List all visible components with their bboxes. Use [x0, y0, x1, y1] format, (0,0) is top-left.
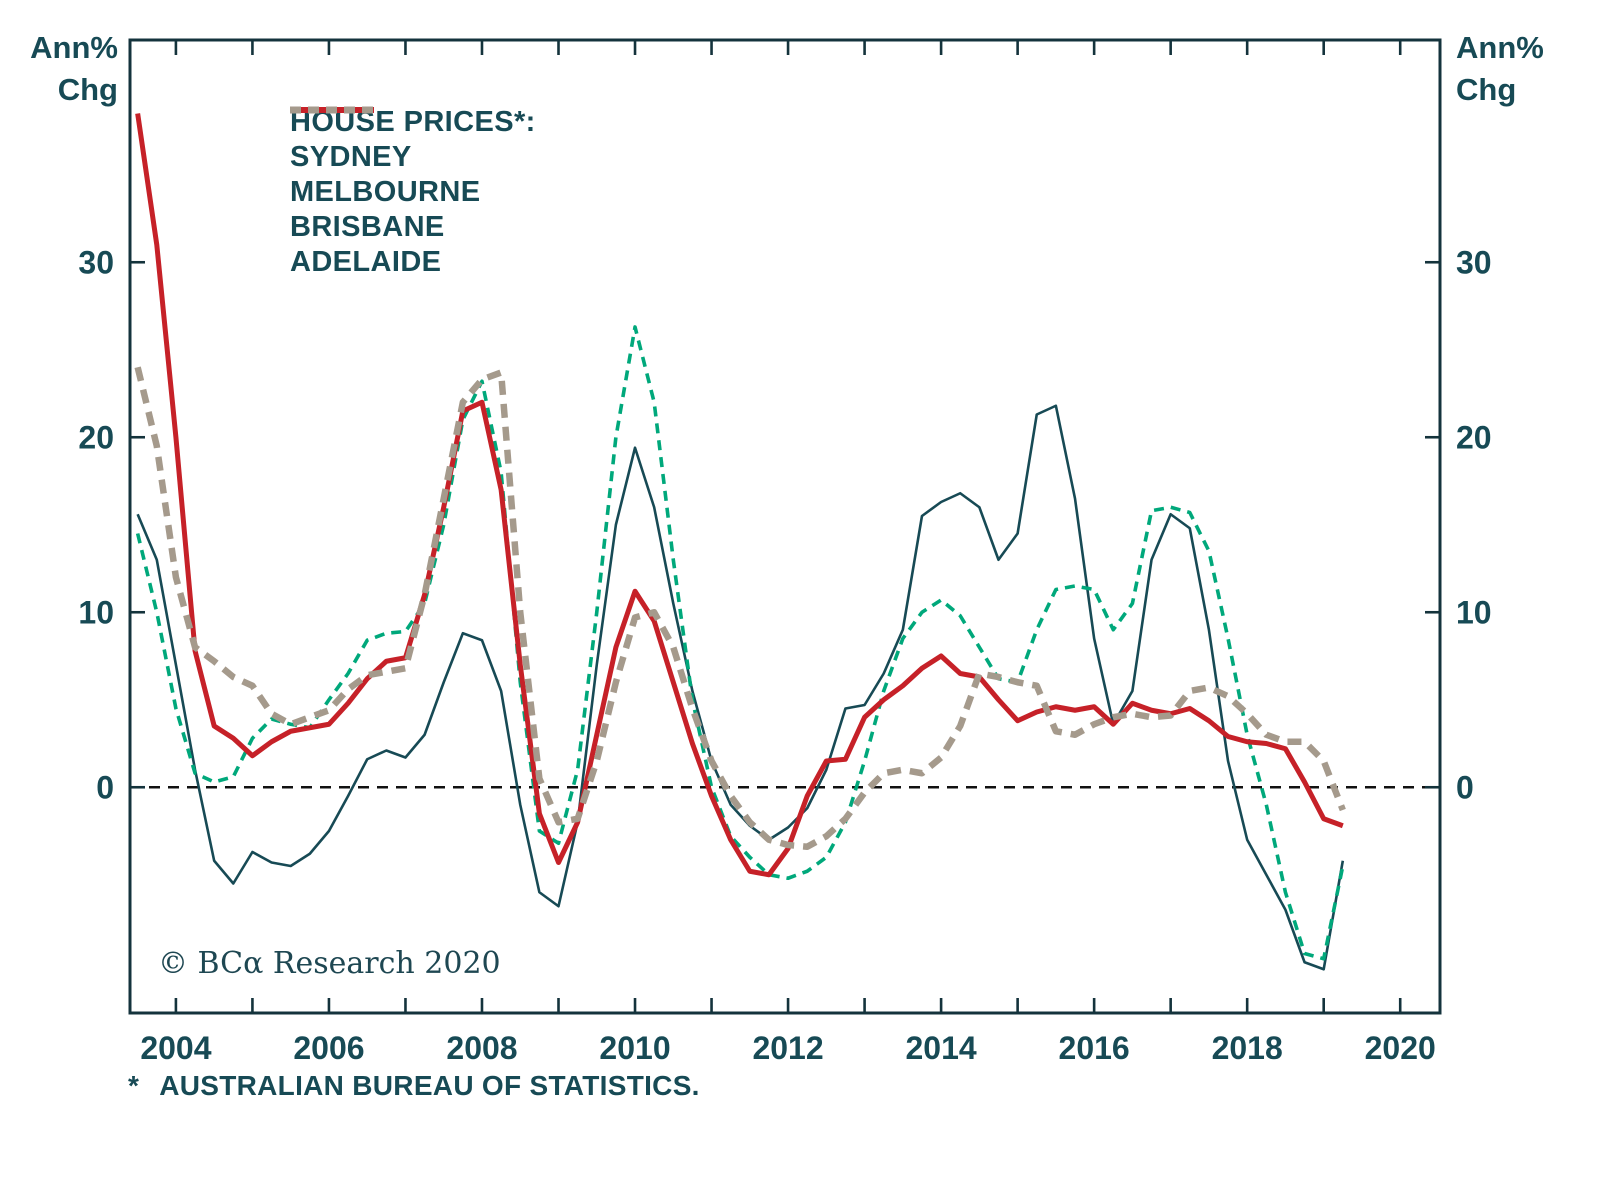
adelaide-line-sample	[290, 106, 374, 114]
x-tick-label: 2012	[752, 1030, 823, 1066]
series-line-sydney	[136, 404, 1345, 971]
plot-frame	[128, 38, 1442, 1015]
legend-label-brisbane: BRISBANE	[290, 211, 445, 243]
copyright-notice: © BCα Research 2020	[158, 946, 501, 981]
y-tick-label-right: 20	[1456, 419, 1492, 455]
y-axis-title-right-line2: Chg	[1456, 72, 1516, 107]
legend-item-adelaide: ADELAIDE	[290, 106, 536, 280]
x-tick-label: 2018	[1212, 1030, 1283, 1066]
y-tick-label-left: 10	[78, 594, 114, 630]
x-tick-label: 2016	[1059, 1030, 1130, 1066]
y-tick-label-left: 20	[78, 419, 114, 455]
legend-item-brisbane: BRISBANE	[290, 107, 536, 245]
x-tick-label: 2008	[446, 1030, 517, 1066]
y-axis-title-left-line1: Ann%	[30, 30, 118, 65]
footnote-star: *	[128, 1070, 140, 1101]
y-axis-title-right-line1: Ann%	[1456, 30, 1544, 65]
y-axis-title-left-line2: Chg	[58, 72, 118, 107]
series-line-adelaide	[134, 366, 1346, 850]
y-tick-label-left: 0	[96, 769, 114, 805]
y-tick-label-right: 0	[1456, 769, 1474, 805]
y-tick-label-right: 30	[1456, 244, 1492, 280]
series-line-melbourne	[135, 325, 1345, 961]
y-tick-label-left: 30	[78, 244, 114, 280]
legend: HOUSE PRICES*: SYDNEY MELBOURNE BRISBANE…	[290, 104, 536, 280]
series-line-brisbane	[135, 113, 1344, 878]
x-tick-label: 2004	[140, 1030, 211, 1066]
legend-label-adelaide: ADELAIDE	[290, 246, 442, 278]
legend-item-sydney: SYDNEY	[290, 108, 536, 175]
footnote-text: AUSTRALIAN BUREAU OF STATISTICS.	[159, 1070, 700, 1101]
legend-label-sydney: SYDNEY	[290, 141, 412, 173]
x-tick-label: 2020	[1365, 1030, 1436, 1066]
x-tick-label: 2006	[293, 1030, 364, 1066]
footnote: * AUSTRALIAN BUREAU OF STATISTICS.	[128, 1070, 700, 1102]
y-tick-label-right: 10	[1456, 594, 1492, 630]
x-tick-label: 2010	[599, 1030, 670, 1066]
legend-label-melbourne: MELBOURNE	[290, 176, 481, 208]
legend-item-melbourne: MELBOURNE	[290, 107, 536, 210]
x-tick-label: 2014	[906, 1030, 977, 1066]
